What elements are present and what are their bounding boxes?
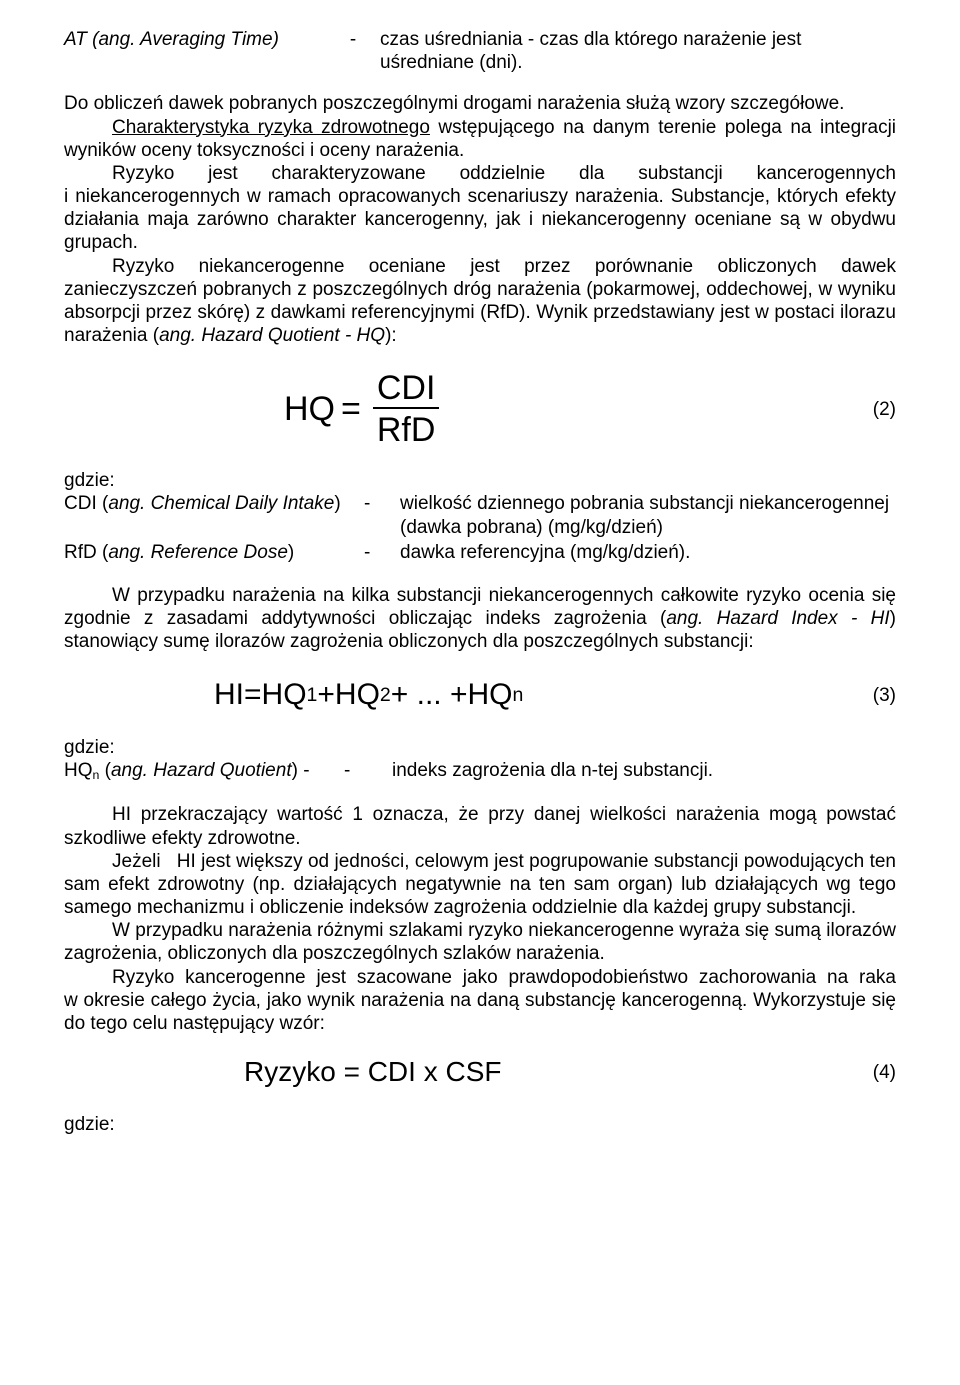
rfd-b: ang. Reference Dose [108, 542, 288, 563]
para-intro: Do obliczeń dawek pobranych poszczególny… [64, 92, 896, 115]
equation-2: HQ = CDI RfD (2) [64, 371, 896, 447]
eq2-body: HQ = CDI RfD [284, 371, 439, 447]
hqn-d: ) - [292, 760, 310, 781]
eq3-p1: = [244, 677, 262, 714]
p3c: ): [385, 325, 397, 346]
hqn-dash: - [344, 759, 392, 783]
para-characteristics-1: Charakterystyka ryzyka zdrowotnego wstęp… [64, 116, 896, 162]
para-hi2: Jeżeli HI jest większy od jedności, celo… [64, 850, 896, 920]
spacer [64, 74, 896, 92]
definition-cdi: CDI (ang. Chemical Daily Intake) - wielk… [64, 492, 896, 538]
rfd-term: RfD (ang. Reference Dose) [64, 541, 364, 564]
cdi-term: CDI (ang. Chemical Daily Intake) [64, 492, 364, 538]
para-hi1: HI przekraczający wartość 1 oznacza, że … [64, 803, 896, 849]
equation-3: HI = HQ1 + HQ2 + ... + HQn (3) [64, 677, 896, 714]
para-characteristics-3: Ryzyko niekancerogenne oceniane jest prz… [64, 255, 896, 348]
rfd-c: ) [288, 542, 294, 563]
cdi-c: ) [334, 493, 340, 514]
cdi-dash: - [364, 492, 400, 538]
hqn-term: HQn (ang. Hazard Quotient) - [64, 759, 344, 783]
eq3-p3: + [317, 677, 335, 714]
para-hi4: Ryzyko kancerogenne jest szacowane jako … [64, 966, 896, 1036]
hqn-desc: indeks zagrożenia dla n-tej substancji. [392, 759, 896, 783]
def-term-at: AT (ang. Averaging Time) [64, 28, 326, 74]
eq3-s3: n [513, 684, 524, 708]
para-hi3: W przypadku narażenia różnymi szlakami r… [64, 919, 896, 965]
spacer [64, 566, 896, 584]
eq4-body: Ryzyko = CDI x CSF [244, 1055, 501, 1089]
rfd-desc: dawka referencyjna (mg/kg/dzień). [400, 541, 896, 564]
eq2-eq: = [341, 389, 361, 430]
definition-hqn: HQn (ang. Hazard Quotient) - - indeks za… [64, 759, 896, 783]
eq3-p4: HQ [335, 677, 380, 714]
eq2-frac: CDI RfD [373, 371, 440, 447]
eq4-label: (4) [756, 1061, 896, 1084]
def-term-text: AT (ang. Averaging Time) [64, 29, 279, 50]
eq2-label: (2) [836, 398, 896, 421]
eq3-label: (3) [756, 684, 896, 707]
definition-row-at: AT (ang. Averaging Time) - czas uśrednia… [64, 28, 896, 74]
def-dash: - [326, 28, 380, 74]
hqn-c: ang. Hazard Quotient [111, 760, 292, 781]
gdzie-1: gdzie: [64, 469, 896, 492]
def-desc-at: czas uśredniania - czas dla którego nara… [380, 28, 896, 74]
eq3-p2: HQ [262, 677, 307, 714]
eq3-p6: HQ [468, 677, 513, 714]
eq2-top: CDI [373, 371, 440, 409]
rfd-dash: - [364, 541, 400, 564]
rfd-a: RfD ( [64, 542, 108, 563]
eq3-p5: + ... + [391, 677, 468, 714]
cdi-a: CDI ( [64, 493, 108, 514]
eq3-s1: 1 [307, 684, 318, 708]
eq3-s2: 2 [380, 684, 391, 708]
spacer [64, 785, 896, 803]
eq3-p0: HI [214, 677, 244, 714]
eq2-lhs: HQ [284, 389, 335, 430]
cdi-b: ang. Chemical Daily Intake [108, 493, 334, 514]
eq2-bot: RfD [373, 409, 440, 447]
para-characteristics-2: Ryzyko jest charakteryzowane oddzielnie … [64, 162, 896, 255]
gdzie-3: gdzie: [64, 1113, 896, 1136]
eq3-body: HI = HQ1 + HQ2 + ... + HQn [214, 677, 523, 714]
para-hi-intro: W przypadku narażenia na kilka substancj… [64, 584, 896, 654]
p3b: ang. Hazard Quotient - HQ [159, 325, 385, 346]
equation-4: Ryzyko = CDI x CSF (4) [64, 1055, 896, 1089]
char-underline: Charakterystyka ryzyka zdrowotnego [112, 117, 430, 138]
definition-rfd: RfD (ang. Reference Dose) - dawka refere… [64, 541, 896, 564]
cdi-desc: wielkość dziennego pobrania substancji n… [400, 492, 896, 538]
hi-b: ang. Hazard Index - HI [666, 608, 889, 629]
hqn-b: ( [99, 760, 111, 781]
hqn-a: HQ [64, 760, 93, 781]
gdzie-2: gdzie: [64, 736, 896, 759]
